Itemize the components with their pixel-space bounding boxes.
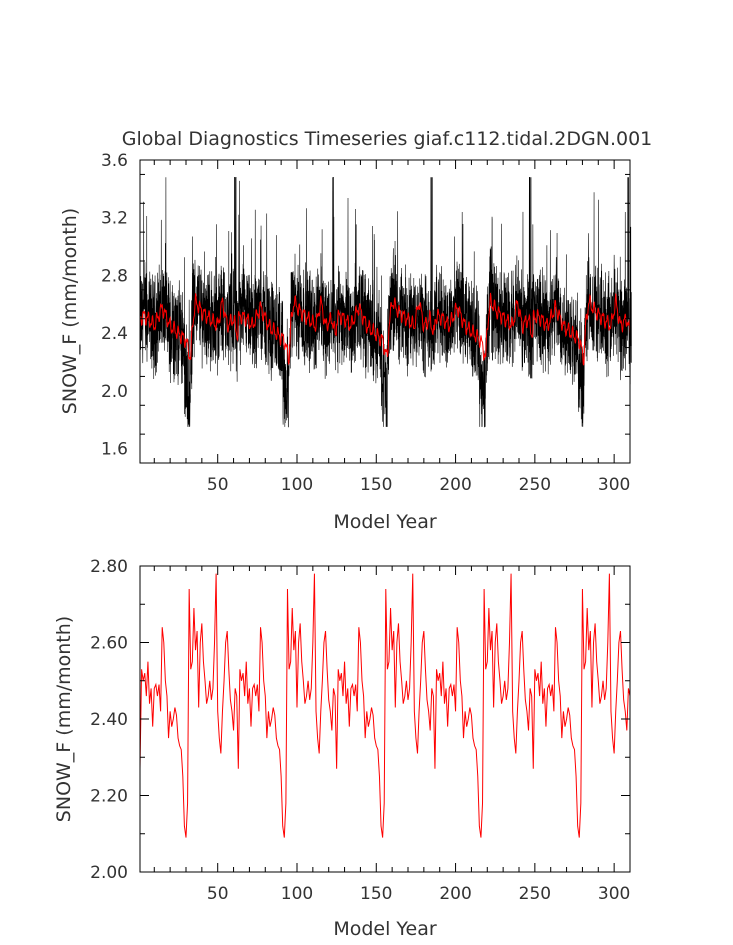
x-tick-label: 50 (207, 884, 229, 904)
x-tick-label: 250 (519, 884, 551, 904)
y-tick-label: 2.60 (90, 634, 128, 654)
y-tick-label: 2.40 (90, 710, 128, 730)
y-tick-label: 3.2 (101, 209, 128, 229)
y-tick-label: 2.80 (90, 557, 128, 577)
chart-title: Global Diagnostics Timeseries giaf.c112.… (122, 128, 653, 150)
y-tick-label: 2.4 (101, 324, 128, 344)
y-tick-label: 2.0 (101, 382, 128, 402)
y-tick-label: 1.6 (101, 440, 128, 460)
y-tick-label: 3.6 (101, 151, 128, 171)
x-tick-label: 100 (281, 884, 313, 904)
x-tick-label: 100 (281, 475, 313, 495)
x-tick-label: 200 (439, 884, 471, 904)
y-tick-label: 2.00 (90, 863, 128, 883)
bottom-y-axis-label: SNOW_F (mm/month) (53, 616, 75, 822)
y-tick-label: 2.8 (101, 266, 128, 286)
top-y-axis-label: SNOW_F (mm/month) (59, 208, 81, 414)
top-x-axis-label: Model Year (333, 511, 437, 533)
bottom-panel: 50 100 150 200 250 300 2.00 2.20 2.40 2.60 2.80 Mo… (53, 557, 631, 940)
x-tick-label: 50 (207, 475, 229, 495)
x-tick-label: 250 (519, 475, 551, 495)
series-annual-mean-line (139, 573, 631, 838)
x-tick-label: 150 (360, 884, 392, 904)
y-tick-label: 2.20 (90, 787, 128, 807)
x-tick-label: 150 (360, 475, 392, 495)
bottom-x-axis-label: Model Year (333, 918, 437, 940)
x-tick-label: 200 (439, 475, 471, 495)
top-plot-frame (139, 159, 631, 464)
x-tick-label: 300 (598, 884, 630, 904)
x-tick-label: 300 (598, 475, 630, 495)
series-monthly-line (139, 177, 632, 428)
top-panel: 50 100 150 200 250 300 1.6 2.0 2.4 2.8 3.2 3.6 Mode… (59, 151, 632, 533)
series-annual-mean-line (139, 292, 631, 366)
